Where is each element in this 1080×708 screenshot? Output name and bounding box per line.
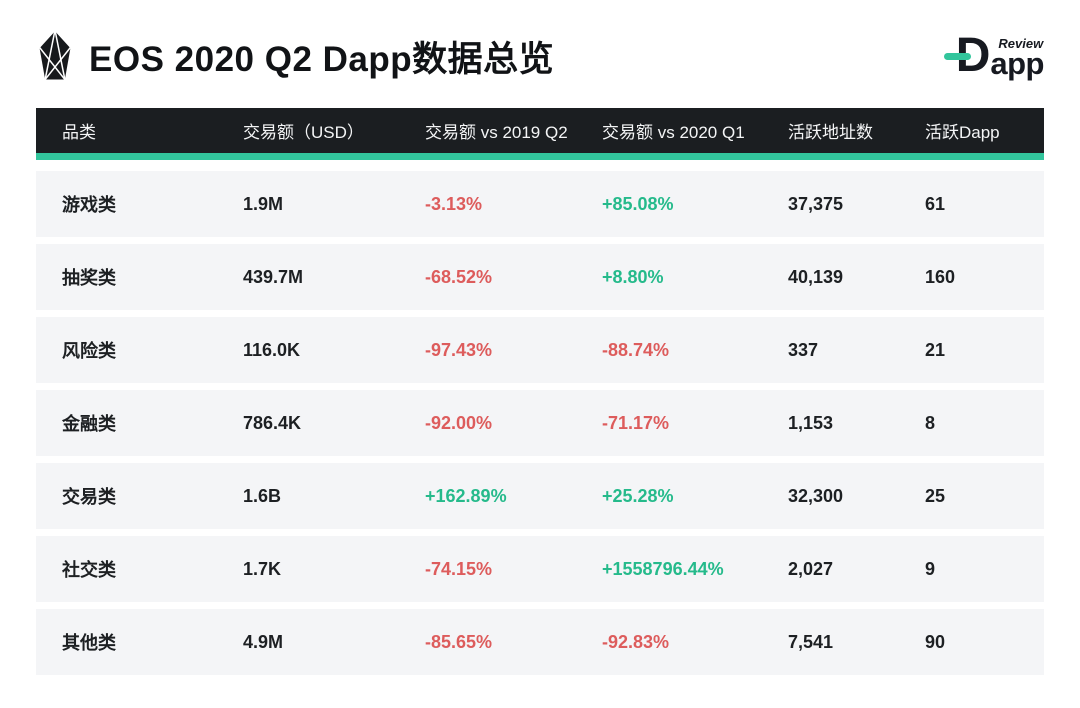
- category-cell: 社交类: [62, 560, 116, 580]
- column-header-active-address: 活跃地址数: [788, 123, 873, 142]
- masthead: EOS 2020 Q2 Dapp数据总览 D Review app: [36, 26, 1050, 86]
- active-dapps-cell: 160: [925, 266, 956, 287]
- volume-cell: 1.9M: [243, 193, 284, 214]
- table-row: 社交类 1.7K -74.15% +1558796.44% 2,027 9: [36, 536, 1044, 602]
- table-row: 其他类 4.9M -85.65% -92.83% 7,541 90: [36, 609, 1044, 675]
- category-cell: 抽奖类: [62, 268, 116, 288]
- vs-2020-q1-cell: +25.28%: [602, 485, 674, 506]
- active-dapps-cell: 21: [925, 339, 946, 360]
- vs-2020-q1-cell: +1558796.44%: [602, 558, 724, 579]
- volume-cell: 1.7K: [243, 558, 282, 579]
- table-body: 游戏类 1.9M -3.13% +85.08% 37,375 61 抽奖类 43…: [36, 171, 1044, 675]
- column-header-volume-usd: 交易额（USD）: [243, 123, 364, 142]
- table-row: 游戏类 1.9M -3.13% +85.08% 37,375 61: [36, 171, 1044, 237]
- active-dapps-cell: 25: [925, 485, 946, 506]
- page-title: EOS 2020 Q2 Dapp数据总览: [89, 39, 555, 79]
- vs-2019-q2-cell: -92.00%: [425, 412, 493, 433]
- brand-dash-icon: [943, 53, 971, 61]
- table-row: 金融类 786.4K -92.00% -71.17% 1,153 8: [36, 390, 1044, 456]
- vs-2019-q2-cell: -74.15%: [425, 558, 493, 579]
- active-dapps-cell: 90: [925, 631, 946, 652]
- category-cell: 金融类: [62, 414, 116, 434]
- active-dapps-cell: 8: [925, 412, 936, 433]
- active-addresses-cell: 7,541: [788, 631, 834, 652]
- vs-2020-q1-cell: -88.74%: [602, 339, 670, 360]
- table-row: 交易类 1.6B +162.89% +25.28% 32,300 25: [36, 463, 1044, 529]
- vs-2020-q1-cell: +8.80%: [602, 266, 664, 287]
- active-addresses-cell: 40,139: [788, 266, 844, 287]
- volume-cell: 439.7M: [243, 266, 304, 287]
- volume-cell: 1.6B: [243, 485, 282, 506]
- column-header-vs-2019-q2: 交易额 vs 2019 Q2: [425, 123, 568, 142]
- dappreview-logo: D Review app: [943, 32, 1050, 81]
- category-cell: 风险类: [62, 341, 116, 361]
- volume-cell: 786.4K: [243, 412, 302, 433]
- data-table: 品类 交易额（USD） 交易额 vs 2019 Q2 交易额 vs 2020 Q…: [36, 108, 1044, 682]
- category-cell: 其他类: [62, 633, 116, 653]
- vs-2020-q1-cell: -71.17%: [602, 412, 670, 433]
- active-dapps-cell: 9: [925, 558, 936, 579]
- column-header-vs-2020-q1: 交易额 vs 2020 Q1: [602, 123, 745, 142]
- category-cell: 游戏类: [62, 195, 116, 215]
- table-header-row: 品类 交易额（USD） 交易额 vs 2019 Q2 交易额 vs 2020 Q…: [36, 108, 1044, 153]
- active-addresses-cell: 1,153: [788, 412, 834, 433]
- column-header-active-dapp: 活跃Dapp: [925, 123, 1000, 142]
- vs-2019-q2-cell: -3.13%: [425, 193, 483, 214]
- vs-2019-q2-cell: +162.89%: [425, 485, 507, 506]
- vs-2019-q2-cell: -85.65%: [425, 631, 493, 652]
- table-row: 抽奖类 439.7M -68.52% +8.80% 40,139 160: [36, 244, 1044, 310]
- table-row: 风险类 116.0K -97.43% -88.74% 337 21: [36, 317, 1044, 383]
- volume-cell: 116.0K: [243, 339, 301, 360]
- category-cell: 交易类: [62, 487, 116, 507]
- active-addresses-cell: 37,375: [788, 193, 844, 214]
- volume-cell: 4.9M: [243, 631, 284, 652]
- active-addresses-cell: 337: [788, 339, 819, 360]
- vs-2019-q2-cell: -97.43%: [425, 339, 493, 360]
- active-addresses-cell: 32,300: [788, 485, 844, 506]
- vs-2019-q2-cell: -68.52%: [425, 266, 493, 287]
- vs-2020-q1-cell: -92.83%: [602, 631, 670, 652]
- active-addresses-cell: 2,027: [788, 558, 834, 579]
- column-header-category: 品类: [62, 123, 96, 142]
- eos-logo-icon: [38, 29, 72, 81]
- active-dapps-cell: 61: [925, 193, 946, 214]
- brand-app-label: app: [990, 45, 1044, 81]
- header-accent-bar: [36, 153, 1044, 160]
- brand-review-label: Review: [998, 35, 1044, 51]
- vs-2020-q1-cell: +85.08%: [602, 193, 674, 214]
- brand-text: Review app: [990, 35, 1044, 81]
